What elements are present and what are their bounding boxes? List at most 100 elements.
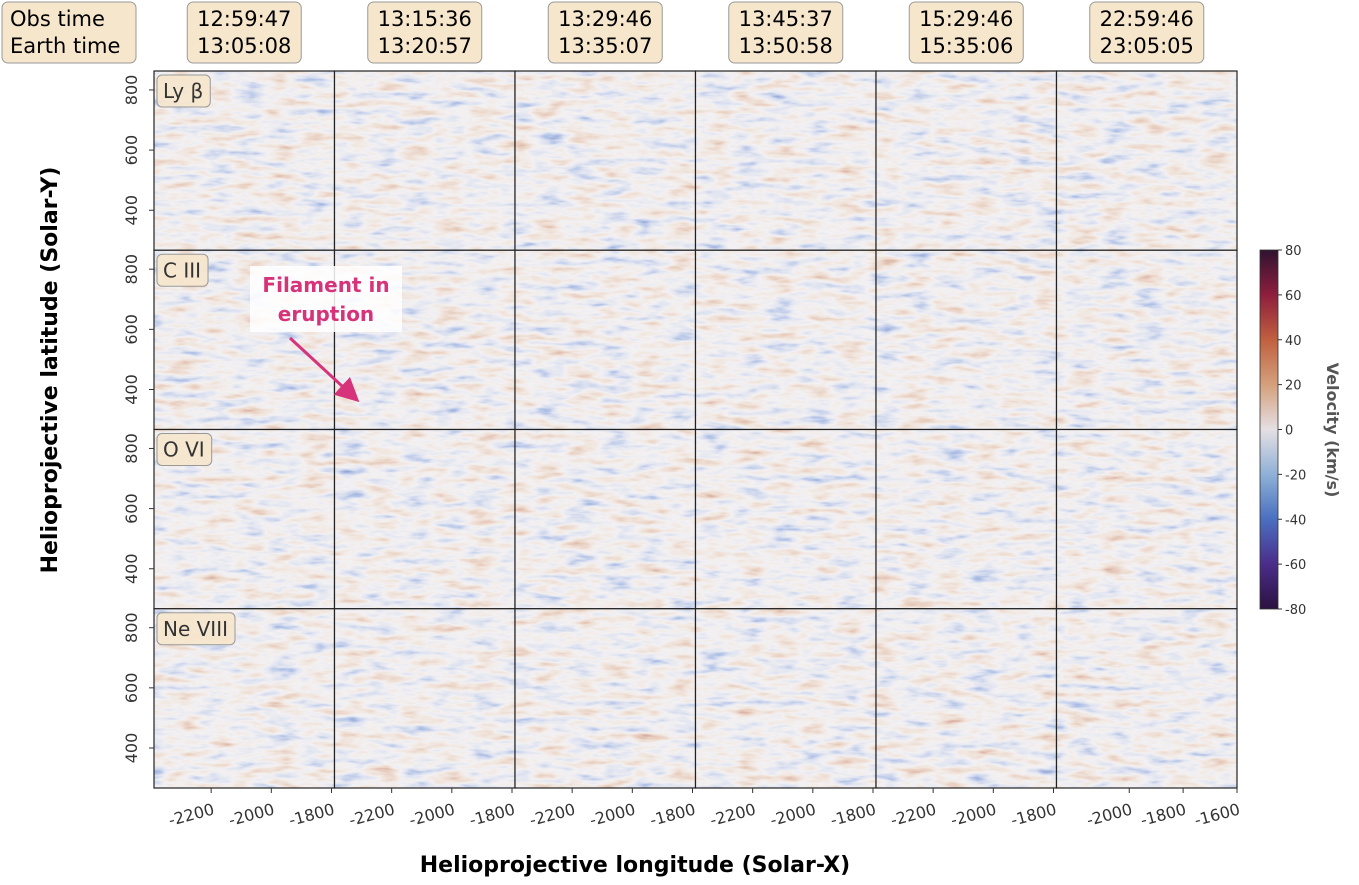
colorbar-tick-label: -40 [1285,513,1306,528]
obs-time: 13:29:46 [558,7,652,31]
velocity-map [334,608,515,788]
y-tick-label: 800 [122,433,141,464]
x-tick-label: -2000 [588,800,638,830]
panel [514,608,697,789]
row-label-box [156,612,236,646]
earth-time: 15:35:06 [919,34,1013,58]
colorbar-tick-label: 60 [1285,289,1302,304]
colorbar [1259,249,1279,610]
velocity-map [515,608,696,788]
earth-time: 13:50:58 [739,34,833,58]
header-box [1,1,137,64]
panel [333,70,516,251]
y-tick-label: 400 [122,553,141,584]
panel [875,608,1058,789]
annotation: Filament in [262,273,389,297]
x-tick-label: -2200 [708,800,758,830]
x-tick-label: -1800 [1009,800,1059,830]
row-label: O VI [163,438,205,462]
velocity-map [695,71,876,251]
panel-frame [1055,608,1238,789]
obs-time: 13:45:37 [739,7,833,31]
panels [153,70,1238,789]
velocity-map [695,250,876,430]
overlay: Ly β C III O VI Ne VIII Filament in eruption [156,74,402,646]
velocity-map [876,608,1057,788]
velocity-map [515,250,696,430]
time-box [186,1,302,64]
panel [875,428,1058,610]
y-tick-label: 400 [122,195,141,226]
panel [514,428,697,610]
y-tick-label: 400 [122,733,141,764]
row-label-box [156,433,213,466]
y-axis-label: Helioprojective latitude (Solar-Y) [38,167,63,574]
annotation-box [250,266,402,332]
colorbar-label: Velocity (km/s) [1323,363,1342,498]
x-tick-label: -2200 [347,800,397,830]
x-tick-label: -1800 [828,800,878,830]
velocity-map [876,250,1057,430]
x-tick-label: -1800 [648,800,698,830]
time-box [1089,1,1205,64]
y-tick-label: 800 [122,254,141,285]
panel [333,428,516,610]
x-tick-label: -1800 [467,800,517,830]
y-tick-label: 400 [122,374,141,405]
velocity-map [1056,250,1237,430]
velocity-map [1056,71,1237,251]
panel [514,70,697,251]
panel [694,70,877,251]
velocity-map [515,71,696,251]
y-tick-label: 600 [122,673,141,704]
y-tick-label: 800 [122,75,141,106]
panel [694,608,877,789]
velocity-map [695,429,876,609]
x-tick-label: -1800 [1138,800,1188,830]
colorbar-tick-label: 20 [1285,379,1302,394]
obs-time: 13:15:36 [378,7,472,31]
earth-time: 23:05:05 [1100,34,1194,58]
velocity-map [334,71,515,251]
x-tick-label: -1800 [287,800,337,830]
x-tick-label: -1600 [1192,800,1242,830]
earth-time: 13:35:07 [558,34,652,58]
panel [875,70,1058,251]
x-tick-label: -2000 [768,800,818,830]
time-box [367,1,483,64]
x-tick-label: -2200 [527,800,577,830]
earth-time: 13:20:57 [378,34,472,58]
velocity-map [515,429,696,609]
velocity-map [876,71,1057,251]
obs-time: 15:29:46 [919,7,1013,31]
earth-time: 13:05:08 [197,34,291,58]
panel [333,608,516,789]
panel [875,249,1058,431]
time-box [908,1,1024,64]
x-axis-label: Helioprojective longitude (Solar-X) [420,853,850,878]
x-tick-label: -2200 [888,800,938,830]
y-tick-label: 600 [122,314,141,345]
row-label-box [156,253,209,287]
colorbar-tick-label: -80 [1285,603,1306,618]
panel [694,428,877,610]
panel [1055,249,1238,431]
annotation: eruption [278,302,374,326]
colorbar-tick-label: 40 [1285,334,1302,349]
colorbar-tick-label: -20 [1285,468,1306,483]
time-box [547,1,663,64]
x-tick-label: -2000 [227,800,277,830]
x-tick-label: -2000 [949,800,999,830]
obs-time: 22:59:46 [1100,7,1194,31]
velocity-map [695,608,876,788]
header-label: Obs time [10,7,105,31]
velocity-map [334,429,515,609]
x-tick-label: -2000 [1084,800,1134,830]
colorbar-tick-label: 0 [1285,424,1293,439]
panel [1055,70,1238,251]
x-tick-label: -2000 [407,800,457,830]
colorbar-tick-label: 80 [1285,244,1302,259]
panel [514,249,697,431]
velocity-map [1056,429,1237,609]
